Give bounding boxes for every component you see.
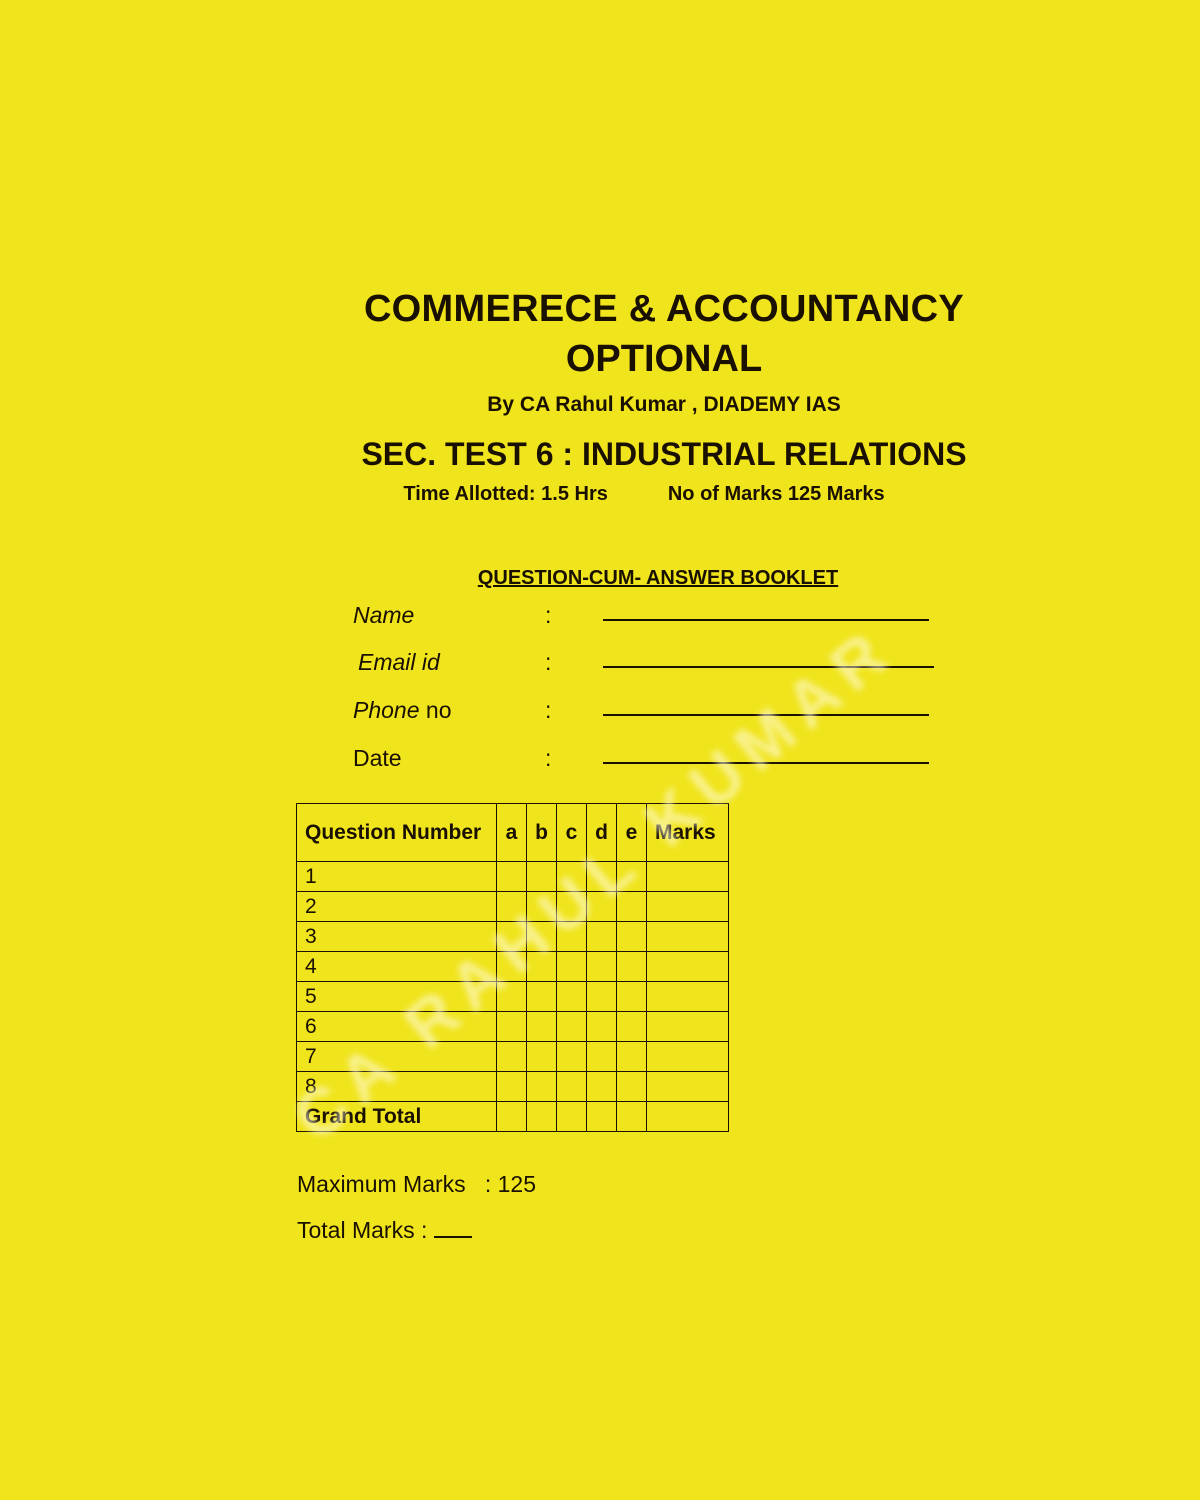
svg-text:CA RAHUL KUMAR: CA RAHUL KUMAR bbox=[279, 610, 908, 1155]
